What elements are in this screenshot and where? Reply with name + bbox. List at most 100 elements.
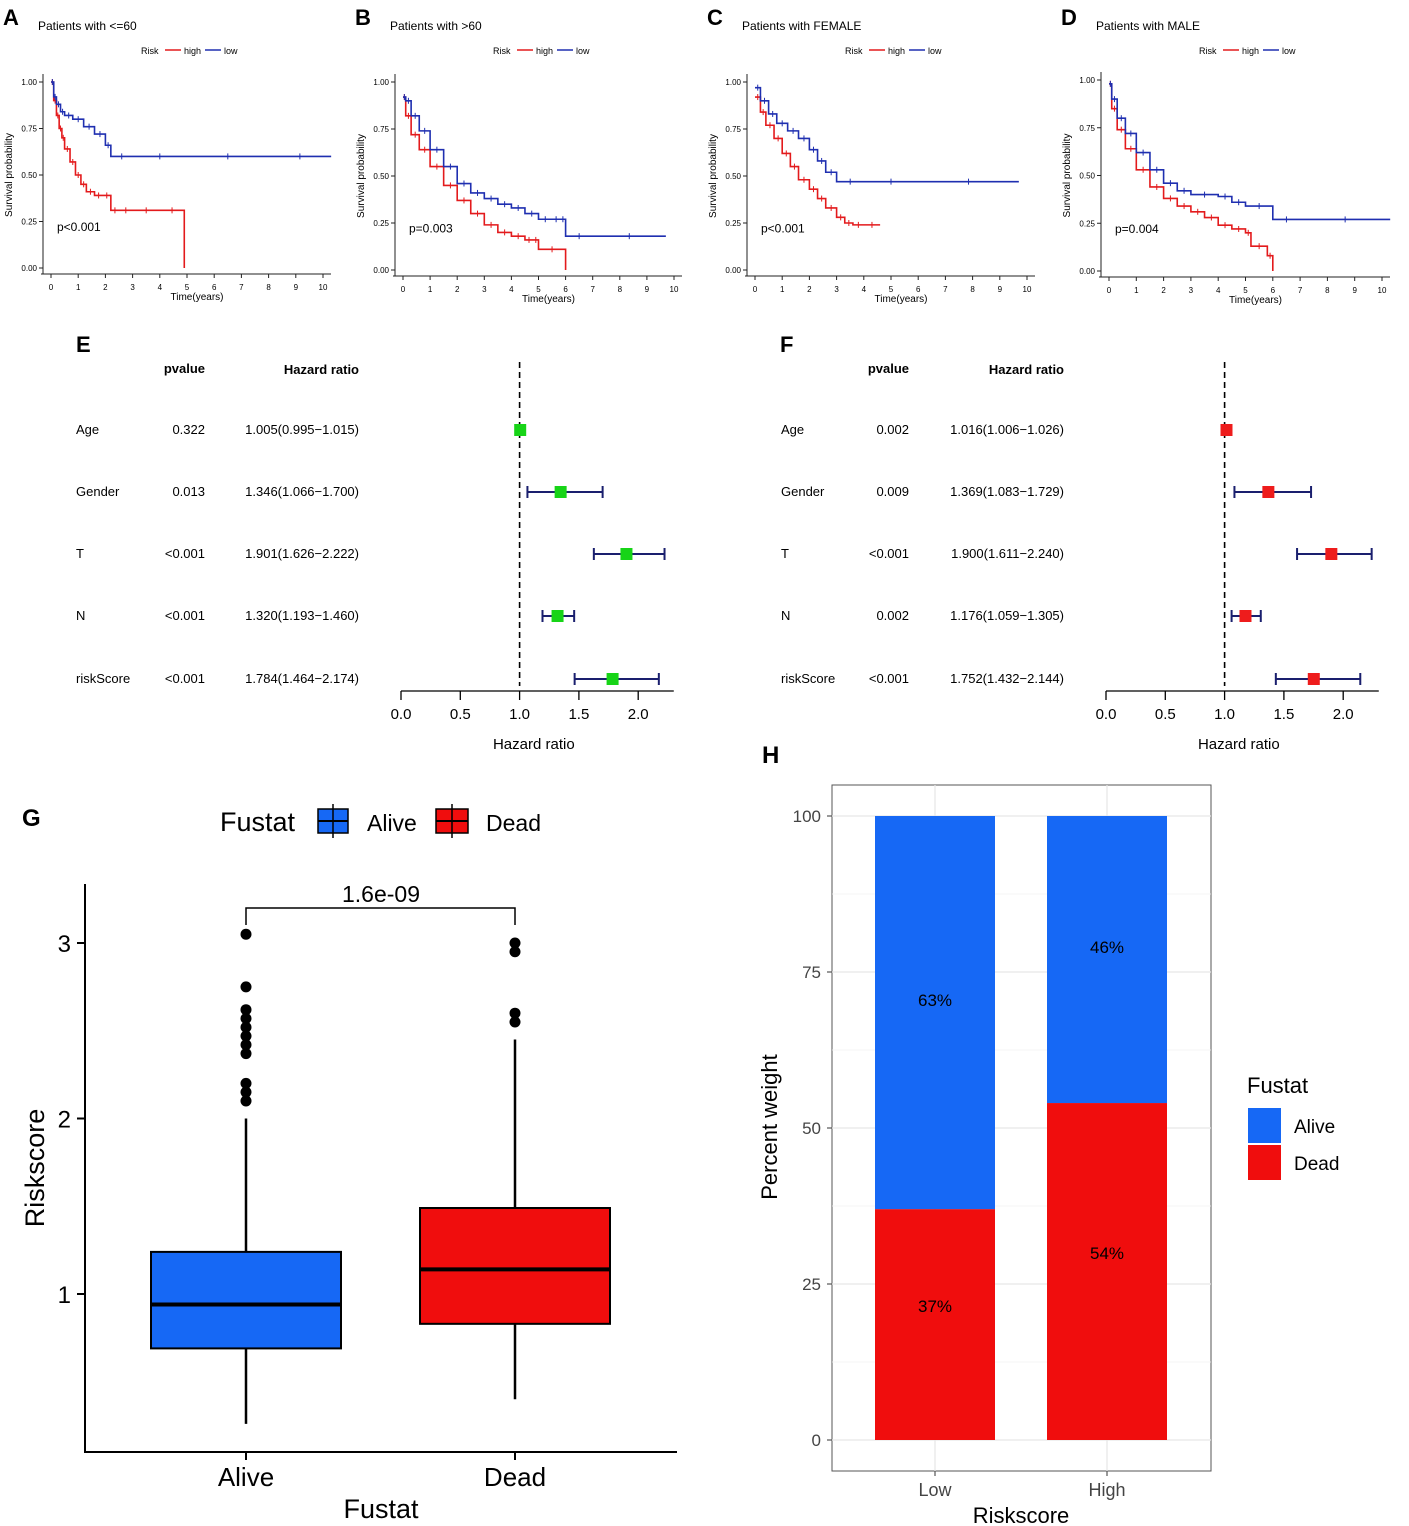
bar-dead-segment [1047,1103,1167,1440]
km-x-tick-label: 5 [185,283,190,292]
forest-row-label: T [76,546,84,561]
forest-row-hr: 1.900(1.611−2.240) [951,546,1064,561]
km-x-tick-label: 10 [670,285,679,294]
forest-row-label: riskScore [76,671,130,686]
box-outlier [240,1077,252,1089]
bar-y-tick-label: 100 [793,807,821,826]
km-legend-low: low [1282,46,1296,56]
km-x-label: Time(years) [1229,295,1282,306]
km-x-tick-label: 1 [1134,286,1139,295]
km-legend-title: Risk [493,46,511,56]
km-pvalue: p=0.003 [409,221,453,235]
km-x-tick-label: 9 [1352,286,1357,295]
bar-y-tick-label: 25 [802,1275,821,1294]
forest-row-pvalue: 0.002 [876,608,909,623]
box-outlier [240,1086,252,1098]
km-y-tick-label: 1.00 [373,78,389,87]
box-significance-bracket [245,907,516,925]
forest-x-tick-label: 0.0 [391,706,412,723]
km-x-tick-label: 10 [1023,285,1032,294]
forest-x-tick-label: 2.0 [628,706,649,723]
box-outlier [240,1012,252,1024]
km-legend-low: low [224,46,238,56]
km-y-tick-label: 0.50 [21,171,37,180]
forest-row-hr: 1.320(1.193−1.460) [245,608,359,623]
forest-row-pvalue: 0.322 [172,422,205,437]
bar-y-tick-label: 75 [802,963,821,982]
forest-row-pvalue: 0.009 [876,484,909,499]
forest-row-pvalue: <0.001 [165,608,205,623]
forest-point [551,610,564,622]
box-outlier [509,946,521,958]
km-y-tick-label: 0.25 [1079,219,1095,228]
box-outlier [240,1004,252,1016]
km-y-label: Survival probability [4,133,15,217]
km-x-tick-label: 0 [753,285,758,294]
bar-alive-segment [875,816,995,1210]
forest-row-label: Age [76,422,99,437]
bar-legend-title: Fustat [1247,1073,1308,1098]
km-x-tick-label: 7 [1298,286,1303,295]
km-legend-low: low [576,46,590,56]
km-x-tick-label: 10 [319,283,328,292]
box-outlier [240,1048,252,1060]
km-x-tick-label: 6 [1271,286,1276,295]
forest-row-pvalue: <0.001 [165,671,205,686]
bar-dead-label: 54% [1090,1244,1124,1263]
km-legend-title: Risk [845,46,863,56]
box-x-tick-label: Dead [484,1462,546,1492]
km-x-tick-label: 3 [1189,286,1194,295]
box-body [150,1250,342,1350]
km-curve-high [755,96,881,226]
km-x-tick-label: 9 [645,285,650,294]
km-x-label: Time(years) [171,292,224,303]
box-x-tick-label: Alive [218,1462,274,1492]
km-x-tick-label: 4 [862,285,867,294]
bar-x-tick-label: High [1088,1480,1125,1500]
forest-row-label: N [76,608,85,623]
km-x-tick-label: 1 [780,285,785,294]
box-outlier [509,937,521,949]
km-x-tick-label: 9 [294,283,299,292]
km-y-tick-label: 0.75 [373,125,389,134]
forest-x-tick-label: 0.5 [1155,706,1176,723]
km-x-tick-label: 6 [563,285,568,294]
km-x-tick-label: 6 [916,285,921,294]
box-y-tick-label: 2 [58,1107,71,1134]
forest-point [1262,486,1275,498]
km-x-tick-label: 8 [1325,286,1330,295]
forest-x-tick-label: 1.5 [568,706,589,723]
forest-row-pvalue: <0.001 [869,671,909,686]
bar-alive-segment [1047,816,1167,1104]
bar-dead-label: 37% [918,1297,952,1316]
km-y-tick-label: 0.50 [725,172,741,181]
forest-point [1307,673,1320,685]
forest-point [620,548,633,560]
forest-row-hr: 1.016(1.006−1.026) [950,422,1064,437]
box-outlier [509,1016,521,1028]
km-curve-low [51,81,332,158]
km-x-tick-label: 2 [455,285,460,294]
bar-legend-alive-label: Alive [1294,1117,1335,1138]
forest-row-pvalue: 0.013 [172,484,205,499]
bar-y-tick-label: 0 [812,1431,821,1450]
km-curve-low [403,96,666,237]
forest-row-label: Gender [76,484,120,499]
km-x-tick-label: 3 [834,285,839,294]
forest-x-tick-label: 1.0 [509,706,530,723]
forest-row-hr: 1.369(1.083−1.729) [950,484,1064,499]
km-x-tick-label: 5 [889,285,894,294]
forest-row-pvalue: 0.002 [876,422,909,437]
forest-point [1325,548,1338,560]
km-x-tick-label: 4 [158,283,163,292]
km-legend-high: high [1242,46,1259,56]
km-x-tick-label: 1 [428,285,433,294]
km-x-tick-label: 5 [1243,286,1248,295]
km-y-tick-label: 0.00 [21,264,37,273]
forest-hr-header: Hazard ratio [989,362,1064,377]
km-x-tick-label: 7 [590,285,595,294]
box-x-label: Fustat [343,1494,419,1524]
km-y-tick-label: 0.75 [21,125,37,134]
forest-point [1220,424,1233,436]
bar-alive-label: 63% [918,991,952,1010]
